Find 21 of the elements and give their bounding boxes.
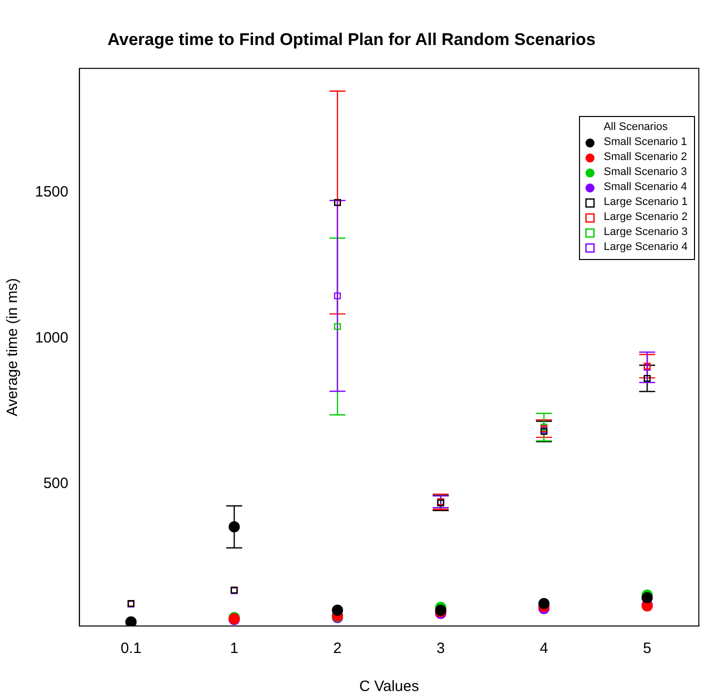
y-tick-label: 1500	[34, 183, 68, 200]
y-axis-title: Average time (in ms)	[4, 278, 22, 416]
legend-label: Large Scenario 3	[604, 225, 688, 240]
legend-label: Large Scenario 1	[604, 195, 688, 210]
x-axis-title: C Values	[359, 678, 419, 696]
x-tick-label: 3	[436, 640, 445, 658]
legend-label: Small Scenario 1	[604, 135, 687, 150]
x-tick-label: 0.1	[120, 640, 142, 658]
legend-title: All Scenarios	[602, 120, 669, 136]
x-tick-label: 4	[540, 640, 548, 658]
y-tick-label: 500	[43, 475, 68, 492]
legend-label: Large Scenario 2	[604, 210, 688, 226]
x-tick-label: 5	[643, 640, 652, 658]
legend-label: Large Scenario 4	[604, 240, 688, 256]
legend-label: Small Scenario 4	[604, 180, 687, 196]
chart-title: Average time to Find Optimal Plan for All Random Scenarios	[107, 30, 596, 49]
legend-label: Small Scenario 2	[604, 150, 687, 166]
y-tick-label: 1000	[34, 329, 68, 346]
x-tick-label: 1	[230, 640, 238, 658]
x-tick-label: 2	[333, 640, 342, 658]
legend-label: Small Scenario 3	[604, 165, 687, 180]
